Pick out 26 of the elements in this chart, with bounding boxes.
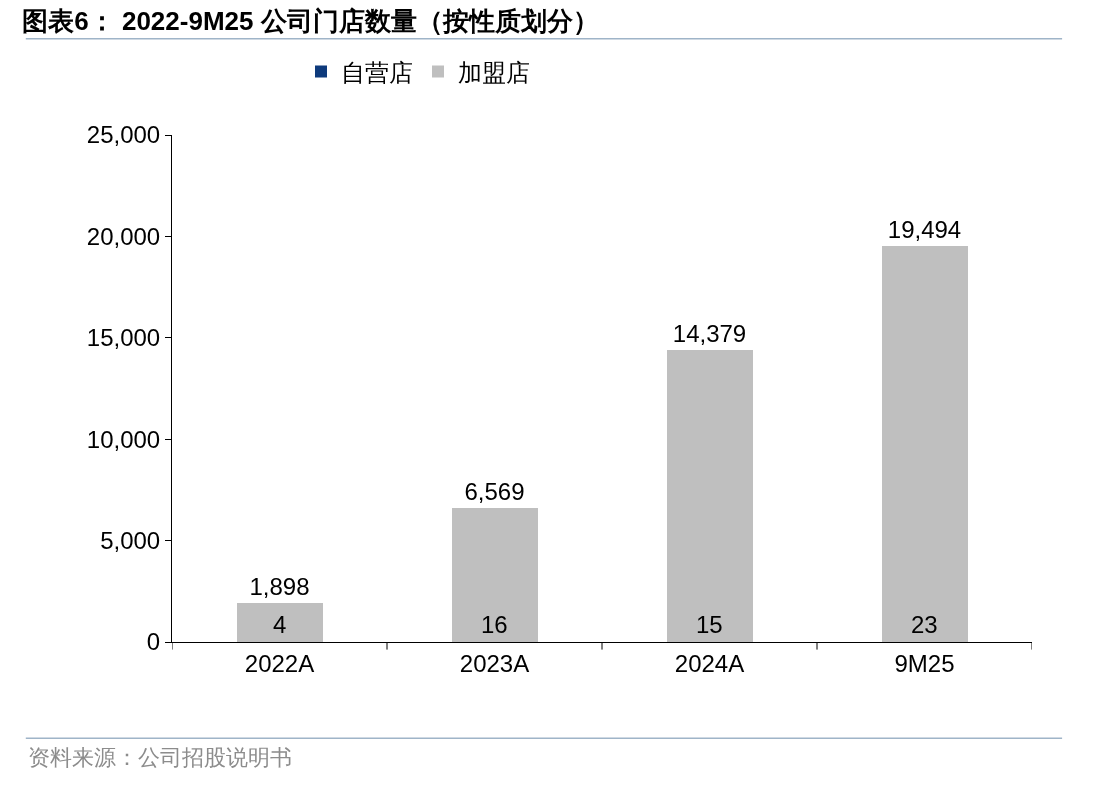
y-tick-label: 10,000 [86,425,161,453]
data-label: 1,898 [249,573,310,601]
x-tick-label: 2022A [244,649,315,677]
x-tick-label: 2024A [674,649,745,677]
y-tick-label: 15,000 [86,324,161,352]
legend-label: 自营店 [341,58,413,86]
chart-title: 图表6： 2022-9M25 公司门店数量（按性质划分） [22,6,599,36]
data-label: 14,379 [672,320,747,348]
data-label: 6,569 [464,478,525,506]
x-tick-label: 2023A [459,649,530,677]
data-label: 16 [481,611,508,638]
bar [666,350,753,642]
bar [451,508,538,642]
y-tick-label: 25,000 [86,121,161,149]
y-tick-label: 5,000 [100,527,161,554]
bar [881,246,968,642]
bar [236,603,323,642]
data-label: 19,494 [887,216,962,244]
legend-label: 加盟店 [458,58,530,86]
data-label: 23 [911,611,938,638]
data-label: 15 [696,611,723,638]
text: 资料来源：公司招股说明书 [28,745,292,770]
y-tick-label: 20,000 [86,222,161,250]
y-tick-label: 0 [146,628,161,656]
x-tick-label: 9M25 [894,649,955,677]
data-label: 4 [273,611,287,638]
